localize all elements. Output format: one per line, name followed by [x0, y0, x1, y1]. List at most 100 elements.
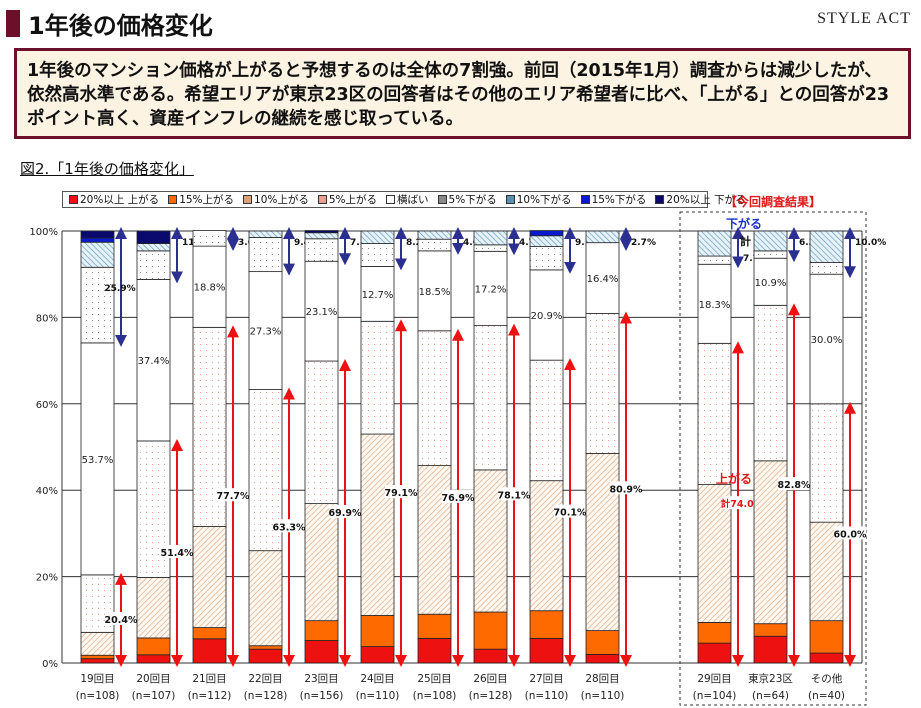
- y-tick-label: 40%: [36, 486, 58, 497]
- legend-item: 15%上がる: [168, 192, 234, 207]
- bar-segment: [417, 230, 452, 240]
- bar-segment: [753, 304, 788, 462]
- down-total-label: 10.0%: [855, 238, 886, 248]
- legend-label: 15%上がる: [179, 194, 235, 206]
- bar-segment: [529, 359, 564, 482]
- x-category-label: (n=110): [581, 690, 625, 702]
- bar-segment: [697, 621, 732, 644]
- legend-swatch: [655, 195, 665, 204]
- bar-segment: [192, 245, 227, 328]
- up-label-bg: [385, 485, 417, 499]
- legend-swatch: [437, 195, 447, 204]
- legend-swatch: [505, 195, 515, 204]
- bar-9: [585, 230, 620, 664]
- x-category-label: 19回目: [80, 673, 114, 685]
- legend-item: 20%以上 上がる: [69, 192, 159, 207]
- bar-segment: [304, 230, 339, 234]
- up-total-label: 80.9%: [610, 484, 643, 495]
- legend-label: 20%以上 上がる: [80, 194, 160, 206]
- bar-2: [192, 230, 227, 664]
- bar-segment: [697, 342, 732, 485]
- x-category-label: (n=64): [752, 690, 789, 702]
- bar-segment: [304, 360, 339, 504]
- up-total-label: 20.4%: [105, 615, 138, 626]
- bar-1: [136, 230, 171, 664]
- bar-3: [248, 230, 283, 664]
- bar-segment: [417, 465, 452, 615]
- legend-label: 20%以上 下がる: [666, 194, 746, 206]
- legend-swatch: [317, 195, 327, 204]
- bar-5: [360, 230, 395, 664]
- bar-segment: [585, 242, 620, 314]
- bar-segment: [529, 230, 564, 237]
- bar-segment: [585, 630, 620, 655]
- bar-segment: [360, 615, 395, 647]
- bar-segment: [248, 648, 283, 664]
- legend-item: 5%上がる: [317, 192, 378, 207]
- bar-segment: [753, 250, 788, 259]
- x-category-label: (n=156): [300, 690, 344, 702]
- flat-value-label: 30.0%: [811, 335, 843, 346]
- bar-segment: [136, 243, 171, 252]
- title-marker: [6, 10, 20, 37]
- flat-value-label: 20.9%: [531, 311, 563, 322]
- bar-segment: [473, 325, 508, 471]
- bar-segment: [417, 613, 452, 639]
- legend-label: 10%上がる: [254, 194, 309, 206]
- y-tick-label: 100%: [29, 227, 58, 238]
- x-category-label: 20回目: [136, 673, 170, 685]
- down-total-label: 25.9%: [104, 284, 135, 294]
- bar-segment: [473, 611, 508, 650]
- bar-segment: [809, 652, 844, 664]
- x-category-label: 21回目: [192, 673, 226, 685]
- up-label-bg: [329, 505, 361, 519]
- x-category-label: 24回目: [360, 673, 394, 685]
- legend-label: 5%上がる: [328, 194, 378, 206]
- flat-value-label: 53.7%: [82, 455, 114, 466]
- up-total-label: 60.0%: [834, 529, 867, 540]
- up-label-bg: [217, 488, 249, 502]
- summary-box: 1年後のマンション価格が上がると予想するのは全体の7割強。前回（2015年1月）…: [14, 48, 911, 139]
- bar-segment: [529, 246, 564, 271]
- bar-8: [529, 230, 564, 664]
- up-label-bg: [273, 519, 305, 533]
- x-category-label: (n=107): [132, 690, 176, 702]
- bar-segment: [80, 266, 115, 344]
- up-label-bg: [161, 544, 193, 558]
- bar-segment: [80, 241, 115, 268]
- x-category-label: (n=108): [413, 690, 457, 702]
- bar-0: [80, 230, 115, 664]
- legend-swatch: [580, 195, 590, 204]
- legend-label: 10%下がる: [516, 194, 572, 206]
- page-title: 1年後の価格変化: [28, 12, 213, 40]
- up-total-label: 77.7%: [217, 491, 250, 502]
- bar-segment: [80, 342, 115, 576]
- legend-label: 5%下がる: [448, 194, 497, 206]
- x-category-label: 26回目: [473, 673, 507, 685]
- bar-segment: [304, 620, 339, 641]
- bar-segment: [304, 238, 339, 262]
- legend-item: 20%以上 下がる: [655, 192, 746, 207]
- x-category-label: (n=108): [76, 690, 120, 702]
- up-caption: 上がる: [716, 471, 752, 486]
- bar-segment: [753, 257, 788, 306]
- y-tick-label: 0%: [42, 659, 58, 670]
- bar-4: [304, 230, 339, 664]
- bar-segment: [529, 610, 564, 639]
- x-category-label: 22回目: [248, 673, 282, 685]
- x-category-label: 28回目: [585, 673, 619, 685]
- bar-segment: [529, 235, 564, 247]
- legend-item: 10%下がる: [505, 192, 572, 207]
- bar-segment: [697, 230, 732, 257]
- bar-segment: [304, 503, 339, 622]
- y-tick-label: 80%: [36, 313, 58, 324]
- bar-segment: [417, 637, 452, 664]
- down-total-label: 2.7%: [631, 238, 656, 248]
- bar-segment: [248, 550, 283, 647]
- bar-segment: [248, 230, 283, 238]
- bar-segment: [136, 637, 171, 656]
- up-label-bg: [498, 487, 530, 501]
- legend-item: 15%下がる: [580, 192, 646, 207]
- legend-swatch: [243, 195, 253, 204]
